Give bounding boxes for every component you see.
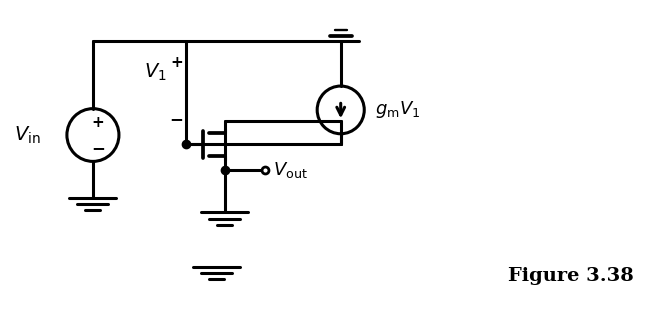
- Text: −: −: [169, 110, 184, 128]
- Text: Figure 3.38: Figure 3.38: [508, 267, 634, 285]
- Text: $V_{\rm 1}$: $V_{\rm 1}$: [143, 62, 166, 83]
- Text: −: −: [91, 138, 105, 157]
- Text: $g_{\rm m}V_{\rm 1}$: $g_{\rm m}V_{\rm 1}$: [375, 100, 420, 120]
- Text: +: +: [170, 55, 183, 70]
- Text: $V_{\rm out}$: $V_{\rm out}$: [273, 160, 307, 180]
- Text: $V_{\rm in}$: $V_{\rm in}$: [14, 124, 41, 146]
- Text: +: +: [92, 115, 104, 130]
